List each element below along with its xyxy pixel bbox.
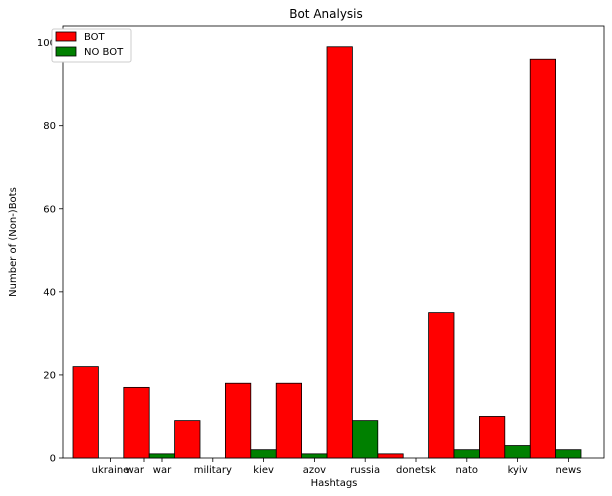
bar-bot-10 [529, 58, 557, 459]
bar-no-bot-5 [301, 453, 328, 459]
y-tick-label-60: 60 [43, 204, 56, 215]
x-tick-label-10: kyiv [508, 465, 528, 476]
x-tick-label-3: war [153, 465, 172, 476]
y-tick-label-0: 0 [50, 454, 56, 465]
y-tick-label-100: 100 [37, 38, 56, 49]
bar-bot-6 [326, 46, 353, 459]
legend-bot-label: BOT [84, 32, 106, 43]
x-tick-label-7: russia [350, 465, 380, 476]
bar-no-bot-4 [250, 449, 277, 459]
x-tick-label-5: kiev [253, 465, 274, 476]
bar-bot-7 [377, 453, 404, 459]
x-tick-label-2: war [126, 465, 145, 476]
bar-no-bot-6 [351, 420, 379, 459]
chart-title: Bot Analysis [289, 7, 363, 21]
x-tick-label-9: nato [456, 465, 479, 476]
bar-bot-4 [224, 382, 252, 459]
y-tick-label-40: 40 [43, 287, 56, 298]
bars-layer [72, 46, 582, 459]
bar-no-bot-2 [148, 453, 175, 459]
x-tick-label-8: donetsk [396, 465, 436, 476]
y-tick-label-80: 80 [43, 121, 56, 132]
y-tick-label-20: 20 [43, 370, 56, 381]
bar-bot-5 [275, 382, 303, 459]
bar-no-bot-8 [453, 449, 480, 459]
x-tick-label-1: ukraine [92, 465, 130, 476]
x-tick-label-6: azov [303, 465, 326, 476]
x-tick-label-4: military [194, 465, 232, 476]
legend-no-bot-label: NO BOT [84, 47, 124, 58]
x-tick-label-11: news [555, 465, 581, 476]
bar-bot-8 [428, 312, 455, 459]
bar-bot-1 [72, 366, 99, 459]
bar-bot-9 [478, 416, 506, 459]
bar-no-bot-10 [555, 449, 582, 459]
legend-no-bot-swatch [55, 46, 77, 57]
bar-bot-2 [123, 386, 150, 459]
y-axis-label: Number of (Non-)Bots [8, 187, 19, 297]
legend: BOT NO BOT [51, 28, 132, 63]
x-axis-label: Hashtags [311, 478, 358, 489]
bar-bot-3 [174, 420, 201, 459]
legend-bot-swatch [55, 31, 77, 42]
bar-no-bot-9 [504, 445, 531, 459]
